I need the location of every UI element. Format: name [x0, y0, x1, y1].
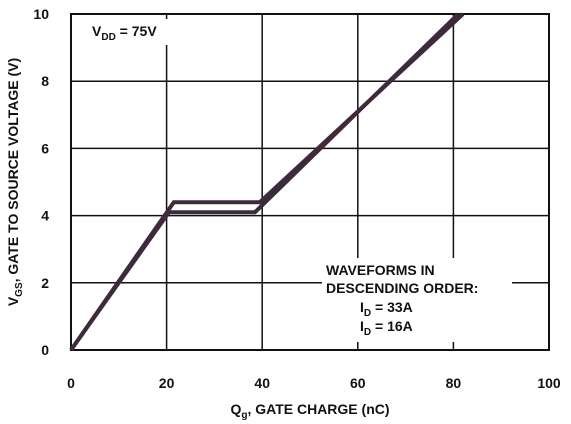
- y-tick-label: 10: [33, 6, 49, 22]
- legend-line-2: DESCENDING ORDER:: [326, 280, 478, 296]
- y-tick-label: 8: [41, 73, 49, 89]
- y-axis-label: VGS, GATE TO SOURCE VOLTAGE (V): [5, 58, 25, 306]
- y-tick-label: 2: [41, 275, 49, 291]
- series-line-id-16a: [69, 12, 460, 352]
- x-tick-label: 60: [350, 375, 366, 391]
- y-tick-label: 6: [41, 140, 49, 156]
- y-tick-label: 4: [41, 208, 49, 224]
- legend-entry-16a: ID = 16A: [360, 318, 413, 338]
- grid: [71, 14, 549, 350]
- vdd-label-background: [86, 19, 176, 45]
- x-tick-label: 0: [67, 375, 75, 391]
- series-layer: [69, 12, 465, 352]
- x-tick-label: 40: [254, 375, 270, 391]
- legend-background: [322, 258, 512, 342]
- x-tick-label: 80: [446, 375, 462, 391]
- x-tick-label: 100: [537, 375, 561, 391]
- legend-entry-33a: ID = 33A: [360, 299, 413, 319]
- x-tick-labels: 0 20 40 60 80 100: [67, 375, 561, 391]
- y-tick-label: 0: [41, 342, 49, 358]
- vdd-label: VDD = 75V: [92, 23, 157, 43]
- x-tick-label: 20: [159, 375, 175, 391]
- x-axis-label: Qg, GATE CHARGE (nC): [230, 401, 389, 421]
- plot-frame: [70, 13, 550, 351]
- y-tick-labels: 0 2 4 6 8 10: [33, 6, 49, 358]
- legend-line-1: WAVEFORMS IN: [326, 262, 435, 278]
